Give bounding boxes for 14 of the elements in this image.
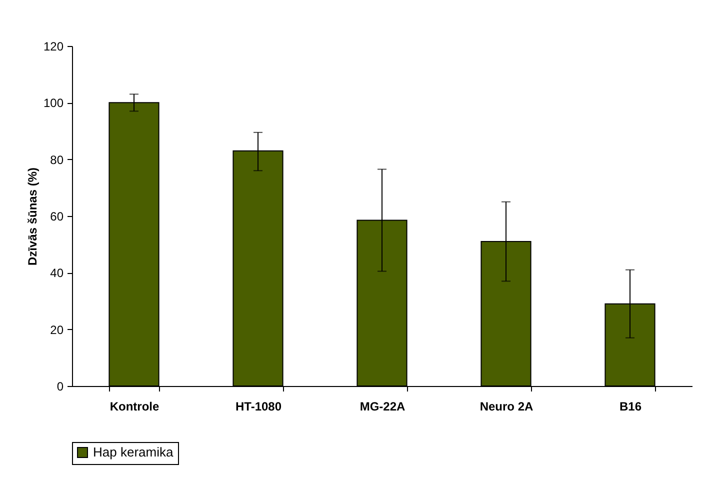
x-tick-label: Kontrole bbox=[110, 400, 160, 414]
y-tick-label: 40 bbox=[50, 266, 64, 280]
y-tick-label: 120 bbox=[43, 40, 64, 54]
y-tick-label: 100 bbox=[43, 96, 64, 110]
y-tick-label: 0 bbox=[56, 380, 64, 394]
y-tick-label: 20 bbox=[50, 322, 64, 337]
x-tick-label: HT-1080 bbox=[235, 400, 282, 414]
legend-label: Hap keramika bbox=[93, 444, 174, 460]
y-tick-label: 60 bbox=[50, 210, 64, 224]
x-tick-label: B16 bbox=[619, 400, 642, 414]
x-tick-label: Neuro 2A bbox=[480, 400, 534, 414]
x-tick-label: MG-22A bbox=[360, 400, 406, 414]
y-axis-title: Dzīvās šūnas (%) bbox=[25, 167, 40, 266]
y-tick-label: 80 bbox=[50, 152, 64, 167]
